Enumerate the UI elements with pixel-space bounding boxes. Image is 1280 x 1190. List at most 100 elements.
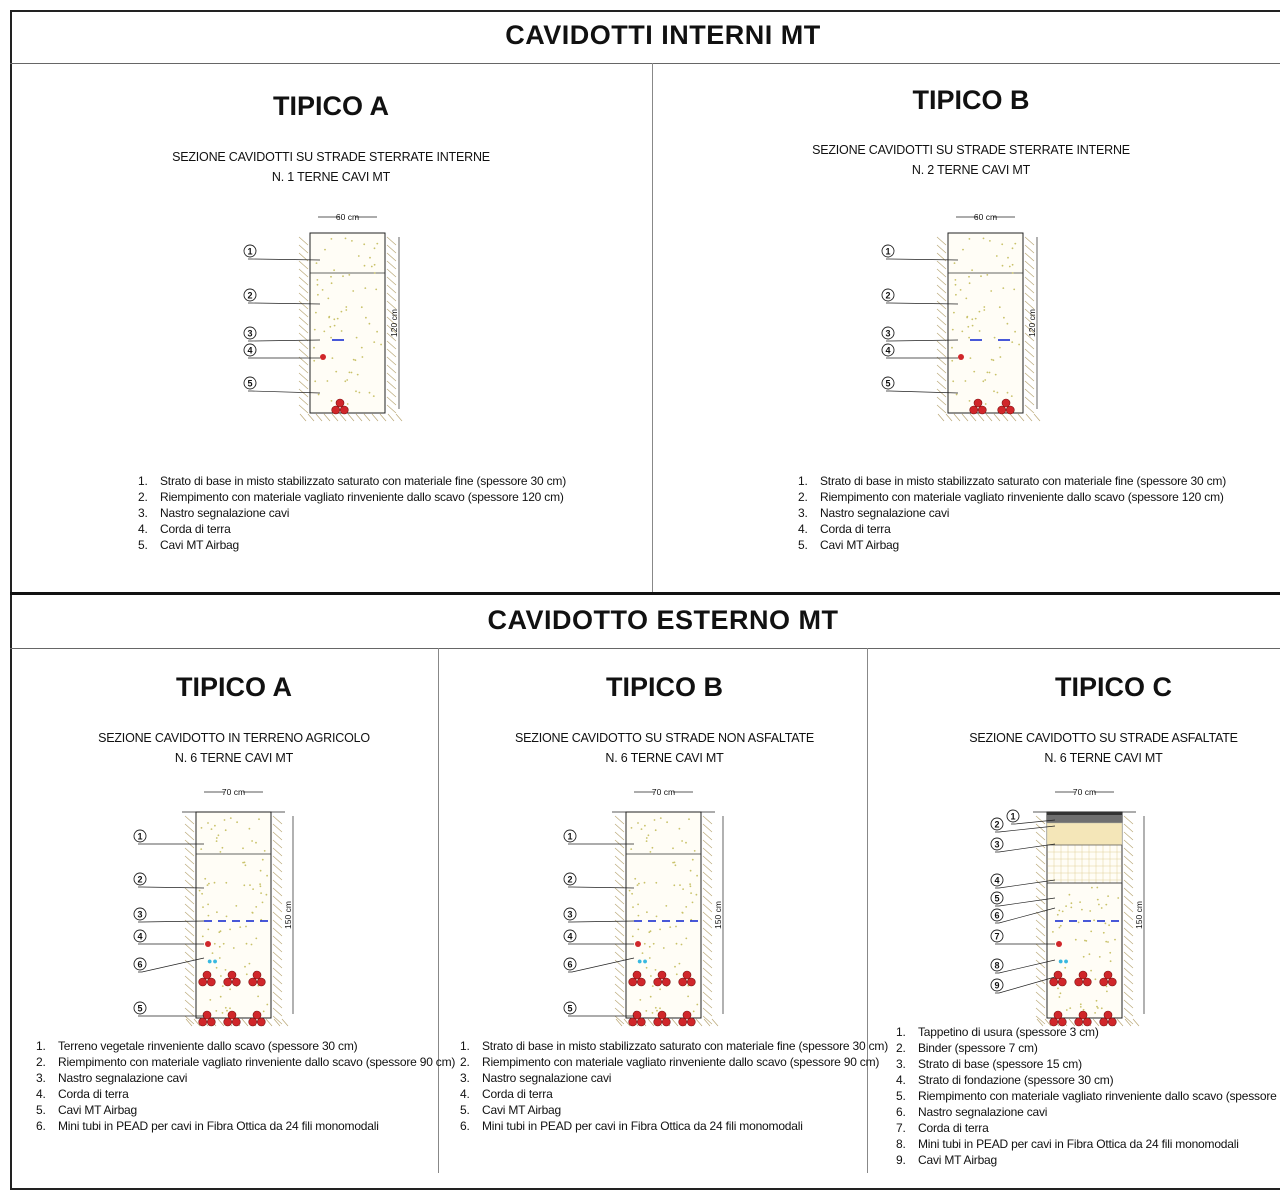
callout-marker	[990, 958, 1004, 972]
soil-hatch-line	[695, 1018, 703, 1027]
soil-hatch	[184, 815, 195, 1025]
callout-number: 5	[137, 1004, 142, 1014]
legend-item: 4. Strato di fondazione (spessore 30 cm)	[896, 1073, 1114, 1087]
legend-item: 2. Riempimento con materiale vagliato rin…	[138, 490, 564, 504]
soil-hatch-line	[961, 413, 969, 422]
mt-cable-trefoil	[969, 398, 987, 415]
soil-hatch-line	[1068, 1018, 1076, 1027]
panel-title: TIPICO B	[912, 85, 1030, 115]
soil-hatch	[936, 236, 947, 414]
legend-item: 1. Strato di base in misto stabilizzato s…	[460, 1039, 888, 1053]
legend-item: 6. Mini tubi in PEAD per cavi in Fibra Ot…	[460, 1119, 803, 1133]
callout-leader	[568, 886, 635, 889]
panel-subtitle: SEZIONE CAVIDOTTO SU STRADE NON ASFALTAT…	[514, 731, 815, 745]
legend-list: 1. Tappetino di usura (spessore 3 cm) 2. B…	[896, 1024, 1280, 1168]
legend-item: 5. Cavi MT Airbag	[460, 1103, 562, 1117]
legend-item: 4. Corda di terra	[798, 522, 891, 536]
callout-number: 4	[567, 932, 572, 942]
soil-hatch-line	[185, 1018, 193, 1027]
foundation-grid	[1047, 845, 1122, 883]
callout-marker	[563, 1001, 577, 1015]
callout-number: 5	[247, 379, 252, 389]
callout-marker	[990, 908, 1004, 922]
soil-hatch-line	[363, 413, 371, 422]
soil-hatch-line	[1001, 413, 1009, 422]
legend-item: 7. Corda di terra	[896, 1121, 989, 1135]
soil-hatch-line	[945, 413, 953, 422]
callout-number: 4	[247, 346, 252, 356]
width-dimension-label: 60 cm	[974, 212, 997, 222]
wearing-course-layer	[1047, 812, 1122, 815]
panel-interni-tipico-b: TIPICO B SEZIONE CAVIDOTTI SU STRADE STE…	[652, 63, 1280, 592]
callout-marker	[881, 326, 895, 340]
callout-number: 3	[247, 329, 252, 339]
legend-item: 3. Nastro segnalazione cavi	[36, 1071, 188, 1085]
panel-interni-tipico-a: TIPICO A SEZIONE CAVIDOTTI SU STRADE STE…	[10, 63, 652, 592]
callout-number: 5	[994, 894, 999, 904]
section-title-interni: CAVIDOTTI INTERNI MT	[505, 20, 821, 50]
callout-marker	[133, 872, 147, 886]
mt-cable-trefoil	[653, 970, 671, 987]
mt-cable-trefoil	[678, 970, 696, 987]
soil-hatch-line	[623, 1018, 631, 1027]
soil-hatch-line	[1116, 1018, 1124, 1027]
callout-number: 4	[994, 876, 999, 886]
legend-item: 3. Strato di base (spessore 15 cm)	[896, 1057, 1082, 1071]
callout-number: 6	[567, 960, 572, 970]
mt-cable-trefoil	[1074, 1010, 1092, 1027]
callout-leader	[886, 390, 959, 394]
width-dimension-label: 70 cm	[222, 787, 245, 797]
soil-hatch-line	[1124, 1018, 1132, 1027]
soil-hatch-line	[323, 413, 331, 422]
legend-item: 5. Cavi MT Airbag	[798, 538, 900, 552]
legend-item: 2. Riempimento con materiale vagliato rin…	[460, 1055, 880, 1069]
callout-leader	[995, 825, 1056, 833]
trench-section-drawing: 60 cm 120 cm 1 2 3 4 5	[243, 212, 403, 422]
soil-hatch-line	[1092, 1018, 1100, 1027]
panel-subtitle: SEZIONE CAVIDOTTI SU STRADE STERRATE INT…	[172, 150, 490, 164]
earth-wire	[1056, 941, 1062, 947]
callout-leader	[248, 258, 321, 261]
callout-number: 5	[885, 379, 890, 389]
legend-item: 9. Cavi MT Airbag	[896, 1153, 998, 1167]
callout-marker	[243, 288, 257, 302]
soil-hatch-line	[371, 413, 379, 422]
base-layer	[1046, 822, 1123, 846]
soil-hatch-line	[671, 1018, 679, 1027]
callout-number: 2	[137, 875, 142, 885]
callout-number: 9	[994, 981, 999, 991]
soil-hatch-line	[985, 413, 993, 422]
callout-marker	[990, 817, 1004, 831]
soil-hatch-line	[217, 1018, 225, 1027]
legend-item: 5. Cavi MT Airbag	[138, 538, 240, 552]
callout-marker	[990, 978, 1004, 992]
trench-outline	[195, 811, 272, 1019]
callout-number: 5	[567, 1004, 572, 1014]
callout-marker	[133, 829, 147, 843]
mt-cable-trefoil	[331, 398, 349, 415]
legend-list: 1. Strato di base in misto stabilizzato s…	[460, 1038, 888, 1134]
soil-hatch-line	[969, 413, 977, 422]
depth-dimension-label: 120 cm	[389, 309, 399, 337]
callout-marker	[990, 837, 1004, 851]
soil-hatch-line	[711, 1018, 719, 1027]
legend-item: 1. Strato di base in misto stabilizzato s…	[138, 474, 566, 488]
panel-divider-interni	[652, 63, 653, 593]
section-title-esterno: CAVIDOTTO ESTERNO MT	[487, 605, 839, 635]
soil-hatch-line	[1033, 413, 1041, 422]
callout-leader	[1011, 819, 1056, 825]
mt-cable-trefoil	[248, 970, 266, 987]
fiber-tubes: ●●	[1058, 956, 1069, 966]
soil-hatch	[702, 815, 713, 1025]
trench-outline	[625, 811, 702, 1019]
panel-subtitle-cables: N. 1 TERNE CAVI MT	[271, 170, 391, 184]
callout-number: 1	[137, 832, 142, 842]
soil-hatch-line	[1132, 1018, 1140, 1027]
callout-number: 3	[137, 910, 142, 920]
legend-item: 8. Mini tubi in PEAD per cavi in Fibra Ot…	[896, 1137, 1239, 1151]
panel-title: TIPICO A	[175, 672, 292, 702]
soil-hatch-line	[953, 413, 961, 422]
callout-marker	[563, 957, 577, 971]
callout-leader	[886, 302, 959, 305]
